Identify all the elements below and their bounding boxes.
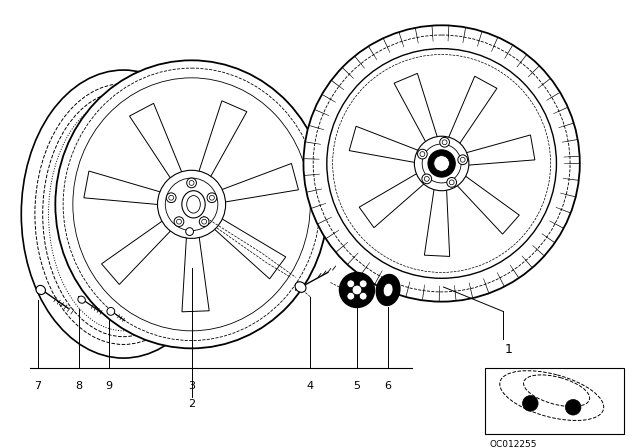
Circle shape: [522, 396, 538, 411]
Text: 5: 5: [353, 381, 360, 392]
Text: 8: 8: [75, 381, 83, 392]
Polygon shape: [424, 185, 450, 256]
Text: 1: 1: [505, 343, 513, 356]
Circle shape: [447, 177, 456, 187]
Text: 2: 2: [188, 399, 195, 409]
Circle shape: [359, 292, 367, 300]
Text: OC012255: OC012255: [490, 440, 537, 448]
Text: 3: 3: [188, 381, 195, 392]
Polygon shape: [197, 101, 247, 182]
Circle shape: [428, 150, 455, 177]
Text: 4: 4: [307, 381, 314, 392]
Circle shape: [414, 136, 469, 191]
Text: 9: 9: [106, 381, 113, 392]
Polygon shape: [216, 164, 298, 203]
Polygon shape: [84, 171, 166, 205]
Ellipse shape: [295, 282, 306, 293]
Ellipse shape: [376, 275, 400, 306]
Text: 6: 6: [385, 381, 392, 392]
Ellipse shape: [78, 296, 85, 303]
Ellipse shape: [182, 191, 205, 218]
Bar: [485, 368, 623, 434]
Polygon shape: [349, 126, 422, 163]
Circle shape: [166, 193, 176, 202]
Circle shape: [359, 280, 367, 288]
Circle shape: [174, 217, 184, 227]
Polygon shape: [210, 216, 286, 279]
Circle shape: [339, 272, 374, 307]
Ellipse shape: [21, 70, 226, 358]
Circle shape: [352, 285, 362, 295]
Polygon shape: [461, 135, 535, 165]
Circle shape: [187, 178, 196, 188]
Circle shape: [440, 138, 449, 147]
Circle shape: [458, 155, 468, 164]
Ellipse shape: [383, 283, 393, 297]
Circle shape: [347, 280, 355, 288]
Polygon shape: [102, 218, 175, 284]
Circle shape: [207, 193, 217, 202]
Ellipse shape: [36, 285, 45, 294]
Circle shape: [417, 149, 428, 159]
Ellipse shape: [55, 60, 328, 349]
Circle shape: [199, 217, 209, 227]
Polygon shape: [182, 231, 209, 312]
Circle shape: [186, 228, 193, 236]
Polygon shape: [447, 76, 497, 147]
Polygon shape: [129, 103, 184, 183]
Polygon shape: [394, 73, 438, 146]
Polygon shape: [359, 171, 428, 228]
Circle shape: [327, 49, 556, 278]
Circle shape: [565, 400, 581, 415]
Ellipse shape: [157, 170, 226, 238]
Circle shape: [107, 307, 115, 315]
Ellipse shape: [303, 25, 580, 302]
Circle shape: [422, 174, 431, 184]
Text: 7: 7: [35, 381, 42, 392]
Polygon shape: [454, 173, 519, 234]
Circle shape: [434, 156, 449, 171]
Circle shape: [347, 292, 355, 300]
